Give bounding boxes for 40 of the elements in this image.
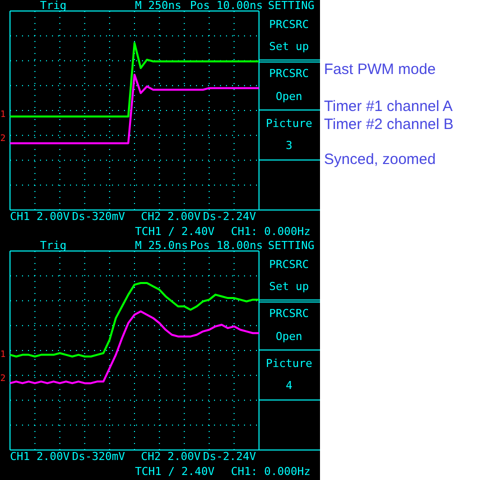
text: 2 xyxy=(0,134,6,144)
annotation: CH2 2.00V xyxy=(141,210,201,223)
text: Pos 10.00ns xyxy=(190,0,263,12)
text: Timer #2 channel B xyxy=(324,116,454,133)
text: M 25.0ns xyxy=(135,239,188,252)
text: CH1: 0.000Hz xyxy=(231,225,310,238)
text: Fast PWM mode xyxy=(324,61,436,78)
text: Open xyxy=(276,90,302,103)
text: Timer #1 channel A xyxy=(324,98,453,115)
annotation: CH2 2.00V xyxy=(141,450,201,463)
text: 2 xyxy=(0,374,6,384)
text: Set up xyxy=(269,40,309,53)
text: Trig xyxy=(40,239,66,252)
text: SETTING xyxy=(268,0,314,12)
text: Open xyxy=(276,330,302,343)
annotation: CH1 2.00V xyxy=(10,450,70,463)
text: CH1: 0.000Hz xyxy=(231,465,310,478)
text: Picture xyxy=(266,357,312,370)
text: PRCSRC xyxy=(269,18,309,31)
annotation: Ds-320mV xyxy=(72,450,126,463)
text: Synced, zoomed xyxy=(324,151,436,168)
text: TCH1 / 2.40V xyxy=(135,225,215,238)
text: 1 xyxy=(0,110,6,120)
text: SETTING xyxy=(268,239,314,252)
annotation: CH1 2.00V xyxy=(10,210,70,223)
text: Trig xyxy=(40,0,66,12)
text: Set up xyxy=(269,280,309,293)
annotation: Ds-320mV xyxy=(72,210,126,223)
text: 1 xyxy=(0,350,6,360)
text: PRCSRC xyxy=(269,307,309,320)
text: PRCSRC xyxy=(269,67,309,80)
text: TCH1 / 2.40V xyxy=(135,465,215,478)
annotation: Ds-2.24V xyxy=(203,210,256,223)
text: M 250ns xyxy=(135,0,182,12)
text: 4 xyxy=(286,379,293,392)
text: 3 xyxy=(286,139,292,152)
text: Picture xyxy=(266,117,312,130)
annotation: Ds-2.24V xyxy=(203,450,256,463)
text: Pos 18.00ns xyxy=(190,239,263,252)
text: PRCSRC xyxy=(269,258,309,271)
